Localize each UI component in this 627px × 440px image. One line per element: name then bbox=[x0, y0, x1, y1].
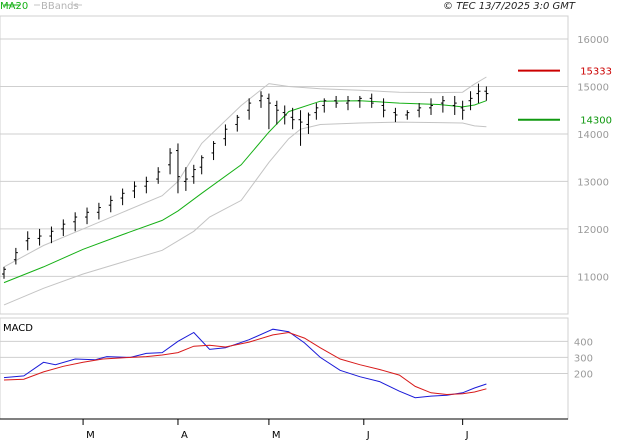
macd-line bbox=[3, 328, 487, 399]
ohlc-bar bbox=[2, 266, 6, 279]
x-tick-label: J bbox=[366, 430, 370, 440]
ohlc-bar bbox=[369, 93, 374, 108]
ohlc-bar bbox=[13, 247, 18, 265]
ohlc-bar bbox=[223, 124, 228, 146]
ohlc-bar bbox=[484, 86, 489, 101]
ohlc-bar bbox=[298, 110, 303, 146]
ohlc-bar bbox=[144, 176, 149, 194]
ohlc-bar bbox=[468, 91, 473, 111]
ohlc-bar bbox=[183, 167, 188, 191]
ohlc-bar bbox=[429, 98, 434, 115]
bb-upper-line bbox=[3, 76, 487, 268]
ohlc-bar bbox=[460, 100, 465, 120]
ohlc-bar bbox=[345, 95, 350, 111]
ohlc-bar bbox=[85, 207, 90, 225]
price-y-tick: 12000 bbox=[577, 225, 609, 236]
x-tick-label: J bbox=[465, 430, 469, 440]
ohlc-bar bbox=[393, 107, 398, 123]
ohlc-bar bbox=[357, 95, 362, 108]
x-tick-label: A bbox=[181, 430, 188, 440]
ohlc-bar bbox=[96, 202, 101, 220]
ohlc-bar bbox=[175, 143, 180, 194]
ohlc-bar bbox=[61, 219, 66, 237]
macd-y-tick: 400 bbox=[574, 337, 593, 348]
legend-ma: MA20 bbox=[0, 1, 28, 12]
legend-bb: BBands bbox=[41, 1, 79, 12]
ohlc-bar bbox=[282, 105, 287, 125]
ohlc-bar bbox=[440, 95, 445, 113]
price-y-tick: 11000 bbox=[577, 272, 609, 283]
x-tick-label: M bbox=[272, 430, 281, 440]
resistance-level-label: 15333 bbox=[580, 67, 612, 78]
ohlc-bar bbox=[25, 231, 30, 251]
ohlc-bar bbox=[120, 188, 125, 206]
ohlc-bar bbox=[37, 228, 42, 246]
ohlc-bar bbox=[235, 114, 240, 132]
ohlc-bar bbox=[73, 212, 78, 232]
price-y-tick: 14000 bbox=[577, 130, 609, 141]
ohlc-bar bbox=[211, 141, 216, 161]
macd-title: MACD bbox=[3, 323, 33, 334]
moving-average bbox=[3, 100, 487, 284]
signal-line bbox=[3, 331, 487, 396]
timestamp: © TEC 13/7/2025 3:0 GMT bbox=[443, 1, 576, 12]
ohlc-bar bbox=[266, 93, 271, 130]
ohlc-bar bbox=[168, 148, 173, 175]
ohlc-bar bbox=[156, 167, 161, 184]
price-bars bbox=[2, 83, 489, 279]
ma20-line bbox=[3, 100, 487, 284]
ohlc-bar bbox=[290, 107, 295, 130]
ohlc-bar bbox=[405, 110, 410, 120]
price-grid bbox=[0, 38, 568, 277]
macd-grid bbox=[0, 340, 568, 375]
ohlc-bar bbox=[322, 98, 327, 113]
ohlc-bar bbox=[381, 98, 386, 118]
macd-y-tick: 200 bbox=[574, 370, 593, 381]
ohlc-bar bbox=[108, 195, 113, 213]
ohlc-bar bbox=[314, 103, 319, 120]
bollinger-bands bbox=[3, 76, 487, 306]
ohlc-bar bbox=[191, 164, 196, 184]
macd-y-axis: 200 300 400 bbox=[574, 337, 593, 380]
ohlc-bar bbox=[274, 100, 279, 125]
ohlc-bar bbox=[49, 226, 54, 244]
ohlc-bar bbox=[132, 181, 137, 199]
bb-lower-line bbox=[3, 121, 487, 306]
price-panel-frame bbox=[0, 15, 569, 315]
macd-lines bbox=[3, 328, 487, 399]
x-tick-label: M bbox=[86, 430, 95, 440]
ohlc-bar bbox=[259, 91, 263, 108]
ohlc-bar bbox=[306, 112, 311, 134]
price-y-tick: 15000 bbox=[577, 82, 609, 93]
price-levels: 15333 14300 bbox=[518, 67, 612, 127]
ohlc-bar bbox=[247, 98, 252, 120]
price-y-axis: 11000 12000 13000 14000 15000 16000 bbox=[577, 35, 609, 283]
ohlc-bar bbox=[199, 155, 204, 175]
price-y-tick: 13000 bbox=[577, 177, 609, 188]
ohlc-bar bbox=[417, 103, 422, 118]
ohlc-bar bbox=[334, 95, 339, 108]
ohlc-bar bbox=[476, 83, 481, 104]
support-level-label: 14300 bbox=[580, 116, 612, 127]
price-y-tick: 16000 bbox=[577, 35, 609, 46]
ohlc-bar bbox=[452, 95, 457, 115]
macd-y-tick: 300 bbox=[574, 353, 593, 364]
